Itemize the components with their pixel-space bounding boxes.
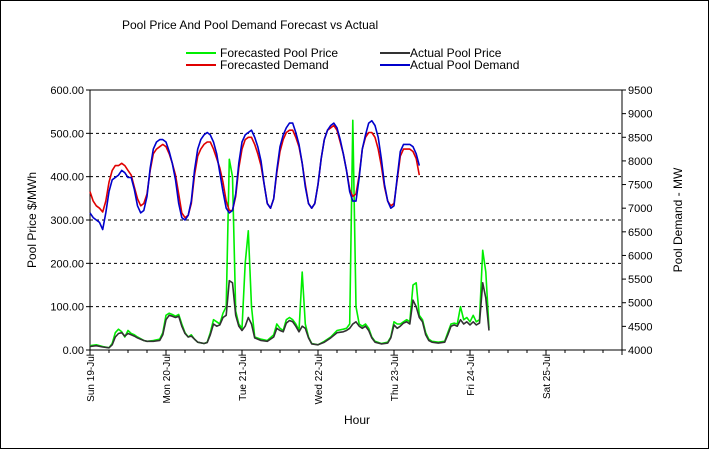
right-tick-label: 8500 <box>628 132 652 144</box>
series-line-forecasted-pool-price <box>89 119 490 349</box>
right-tick-label: 7500 <box>628 180 652 192</box>
x-tick-label: Mon 20-Jul <box>162 354 173 403</box>
chart-title: Pool Price And Pool Demand Forecast vs A… <box>122 18 379 32</box>
right-tick-label: 8000 <box>628 156 652 168</box>
x-tick-label: Sun 19-Jul <box>86 354 97 402</box>
x-tick-label: Tue 21-Jul <box>238 354 249 401</box>
left-tick-label: 0.00 <box>63 345 84 357</box>
right-tick-label: 5500 <box>628 274 652 286</box>
legend-label: Actual Pool Demand <box>410 58 519 72</box>
left-tick-label: 200.00 <box>50 258 84 270</box>
x-tick-label: Wed 22-Jul <box>314 354 325 404</box>
right-tick-label: 4000 <box>628 345 652 357</box>
series-line-actual-pool-price <box>89 279 490 349</box>
right-tick-label: 9500 <box>628 85 652 97</box>
x-axis-title: Hour <box>344 413 370 427</box>
x-tick-label: Sat 25-Jul <box>542 354 553 399</box>
left-tick-label: 500.00 <box>50 128 84 140</box>
left-tick-label: 600.00 <box>50 85 84 97</box>
left-tick-label: 300.00 <box>50 215 84 227</box>
right-tick-label: 6500 <box>628 227 652 239</box>
right-tick-label: 9000 <box>628 109 652 121</box>
right-tick-label: 6000 <box>628 250 652 262</box>
y-axis-right-title: Pool Demand - MW <box>671 167 685 272</box>
right-tick-label: 4500 <box>628 321 652 333</box>
left-tick-label: 400.00 <box>50 172 84 184</box>
right-tick-label: 5000 <box>628 298 652 310</box>
legend-label: Forecasted Pool Price <box>220 46 338 60</box>
x-tick-label: Fri 24-Jul <box>466 354 477 396</box>
right-tick-label: 7000 <box>628 203 652 215</box>
legend-label: Forecasted Demand <box>220 58 329 72</box>
legend-label: Actual Pool Price <box>410 46 502 60</box>
y-axis-left-title: Pool Price $/MWh <box>25 172 39 268</box>
series-line-actual-pool-demand <box>89 119 421 231</box>
left-tick-label: 100.00 <box>50 302 84 314</box>
x-tick-label: Thu 23-Jul <box>390 354 401 401</box>
